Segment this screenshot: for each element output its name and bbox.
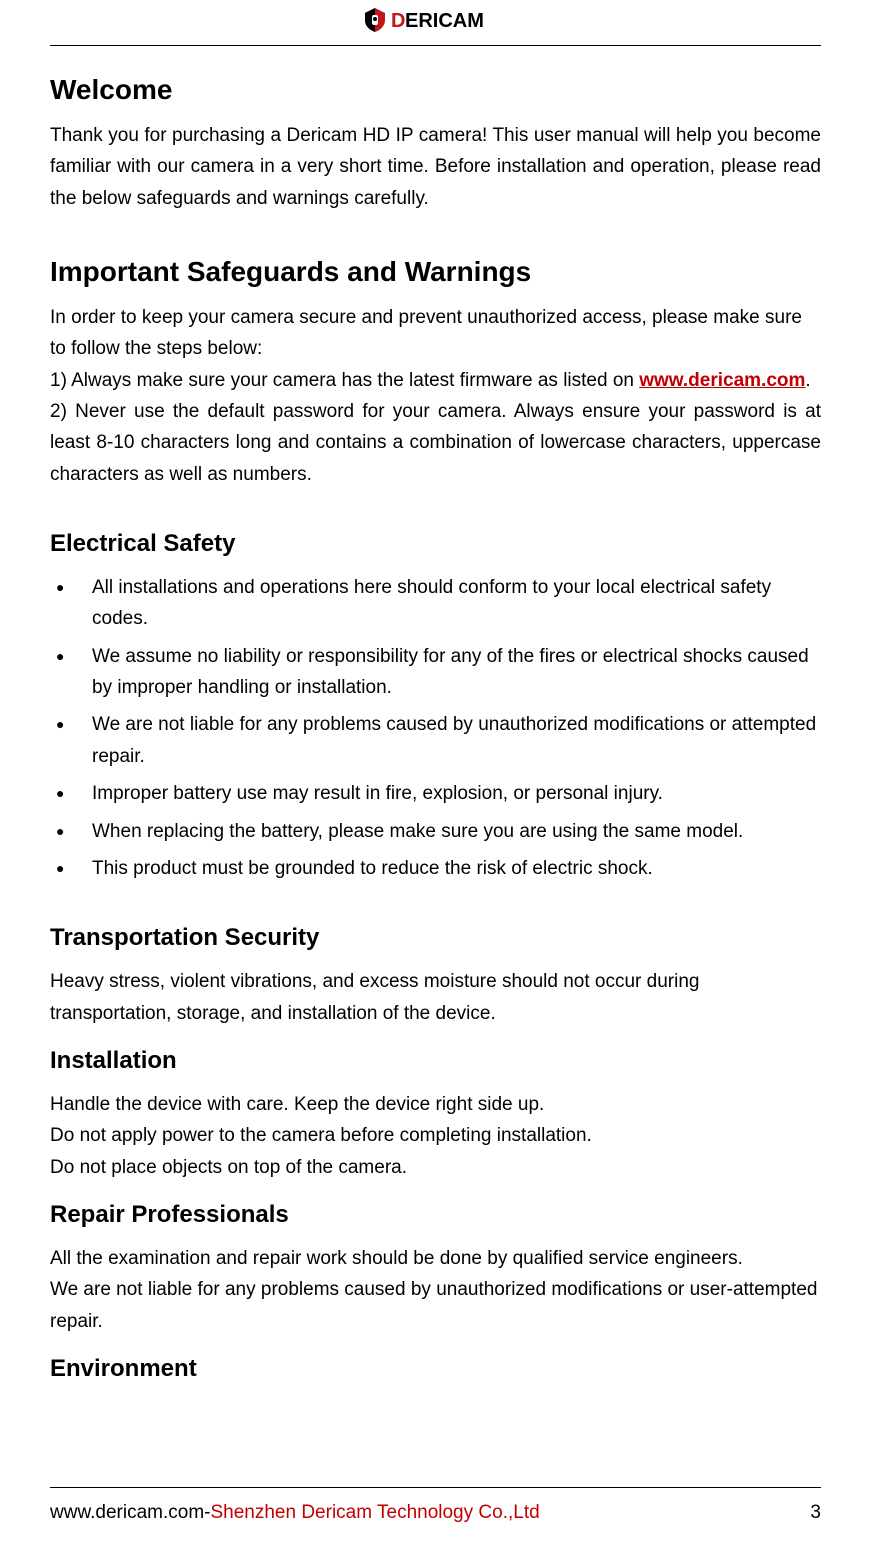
transport-body: Heavy stress, violent vibrations, and ex… bbox=[50, 966, 821, 1029]
electrical-bullet: We are not liable for any problems cause… bbox=[50, 709, 821, 772]
safeguards-item-1-post: . bbox=[805, 370, 810, 391]
installation-line-1: Handle the device with care. Keep the de… bbox=[50, 1089, 821, 1120]
installation-heading: Installation bbox=[50, 1047, 821, 1075]
footer-company: Shenzhen Dericam Technology Co.,Ltd bbox=[210, 1502, 539, 1523]
repair-line-2: We are not liable for any problems cause… bbox=[50, 1274, 821, 1337]
repair-line-1: All the examination and repair work shou… bbox=[50, 1243, 821, 1274]
brand-logo: D ERICAM bbox=[361, 6, 511, 39]
electrical-bullet: This product must be grounded to reduce … bbox=[50, 853, 821, 884]
safeguards-item-1-pre: 1) Always make sure your camera has the … bbox=[50, 370, 639, 391]
page-footer: www.dericam.com-Shenzhen Dericam Technol… bbox=[50, 1487, 821, 1524]
welcome-heading: Welcome bbox=[50, 74, 821, 106]
safeguards-heading: Important Safeguards and Warnings bbox=[50, 256, 821, 288]
environment-heading: Environment bbox=[50, 1355, 821, 1383]
electrical-heading: Electrical Safety bbox=[50, 530, 821, 558]
electrical-bullet: All installations and operations here sh… bbox=[50, 572, 821, 635]
safeguards-item-1: 1) Always make sure your camera has the … bbox=[50, 365, 821, 396]
welcome-body: Thank you for purchasing a Dericam HD IP… bbox=[50, 120, 821, 214]
installation-line-2: Do not apply power to the camera before … bbox=[50, 1120, 821, 1151]
electrical-bullet: When replacing the battery, please make … bbox=[50, 816, 821, 847]
firmware-link[interactable]: www.dericam.com bbox=[639, 370, 805, 391]
safeguards-intro: In order to keep your camera secure and … bbox=[50, 302, 821, 365]
footer-left: www.dericam.com-Shenzhen Dericam Technol… bbox=[50, 1502, 540, 1524]
electrical-bullet: We assume no liability or responsibility… bbox=[50, 641, 821, 704]
installation-line-3: Do not place objects on top of the camer… bbox=[50, 1152, 821, 1183]
safeguards-item-2: 2) Never use the default password for yo… bbox=[50, 396, 821, 490]
page-header: D ERICAM bbox=[50, 0, 821, 46]
electrical-bullet: Improper battery use may result in fire,… bbox=[50, 778, 821, 809]
transport-heading: Transportation Security bbox=[50, 924, 821, 952]
repair-heading: Repair Professionals bbox=[50, 1201, 821, 1229]
svg-text:ERICAM: ERICAM bbox=[405, 10, 484, 32]
svg-text:D: D bbox=[391, 10, 405, 32]
electrical-bullet-list: All installations and operations here sh… bbox=[50, 572, 821, 884]
footer-site: www.dericam.com bbox=[50, 1502, 204, 1523]
page-number: 3 bbox=[810, 1502, 821, 1524]
